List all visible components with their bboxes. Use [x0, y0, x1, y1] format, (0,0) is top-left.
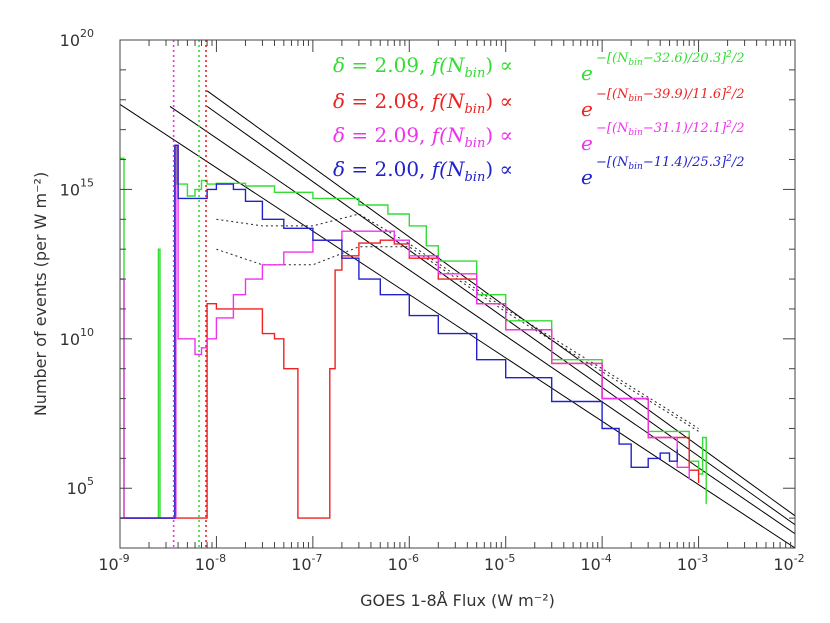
annotation-exponent: −[(Nbin−31.1)/12.1]2/2	[596, 120, 745, 138]
annotation-text: δ = 2.09, f(Nbin) ∝	[333, 53, 513, 81]
annotation-base: e	[581, 97, 593, 121]
y-tick-label: 1015	[60, 176, 94, 199]
plot-frame	[119, 39, 796, 549]
x-tick-label: 10-7	[291, 552, 322, 574]
x-tick-label: 10-9	[98, 552, 129, 574]
ticks-layer	[119, 39, 796, 549]
annotation-base: e	[581, 131, 593, 155]
y-axis-label: Number of events (per W m⁻²)	[31, 172, 50, 416]
powerlaw-fit-line	[120, 103, 795, 548]
annotation-row: δ = 2.09, f(Nbin) ∝ e−[(Nbin−32.6)/20.3]…	[333, 50, 745, 85]
powerlaw-fit-line	[169, 105, 795, 535]
series-3-histogram	[120, 144, 678, 519]
x-tick-label: 10-6	[388, 552, 419, 574]
annotation-text: δ = 2.09, f(Nbin) ∝	[333, 123, 513, 151]
y-tick-label: 1010	[60, 326, 94, 349]
gaussian-fit-curve	[216, 213, 699, 429]
y-tick-label: 105	[67, 475, 94, 498]
annotation-row: δ = 2.09, f(Nbin) ∝ e−[(Nbin−31.1)/12.1]…	[333, 120, 745, 155]
series-2-histogram	[120, 144, 690, 519]
x-tick-label: 10-5	[484, 552, 515, 574]
x-axis-label: GOES 1-8Å Flux (W m⁻²)	[360, 591, 555, 610]
series-layer	[120, 144, 707, 519]
annotation-exponent: −[(Nbin−11.4)/25.3]2/2	[596, 154, 745, 172]
annotation-text: δ = 2.00, f(Nbin) ∝	[333, 157, 513, 185]
powerlaw-fit-line	[206, 105, 795, 526]
annotation-row: δ = 2.00, f(Nbin) ∝ e−[(Nbin−11.4)/25.3]…	[333, 154, 745, 189]
annotation-row: δ = 2.08, f(Nbin) ∝ e−[(Nbin−39.9)/11.6]…	[333, 86, 745, 121]
annotation-base: e	[581, 61, 593, 85]
labels-layer: 10-9 10-8 10-7 10-6 10-5 10-4 10-3 10-2 105 1010 1…	[60, 27, 805, 574]
x-tick-label: 10-3	[677, 552, 708, 574]
x-tick-label: 10-4	[580, 552, 611, 574]
x-tick-label: 10-2	[773, 552, 804, 574]
annotation-text: δ = 2.08, f(Nbin) ∝	[333, 89, 513, 117]
series-0-histogram	[120, 144, 707, 519]
annotation-base: e	[581, 165, 593, 189]
annotation-legend: δ = 2.09, f(Nbin) ∝ e−[(Nbin−32.6)/20.3]…	[333, 50, 745, 189]
annotation-exponent: −[(Nbin−32.6)/20.3]2/2	[596, 50, 745, 68]
x-tick-label: 10-8	[195, 552, 226, 574]
annotation-exponent: −[(Nbin−39.9)/11.6]2/2	[596, 86, 745, 104]
y-tick-label: 1020	[60, 27, 94, 50]
